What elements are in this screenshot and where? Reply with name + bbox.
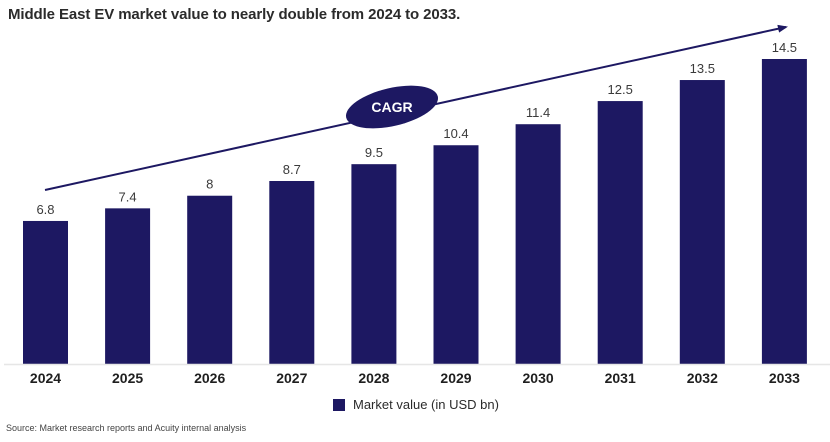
x-tick-2033: 2033 [769, 370, 800, 386]
data-label-2033: 14.5 [772, 40, 797, 55]
cagr-label: CAGR [371, 99, 412, 115]
cagr-ellipse [346, 85, 438, 129]
x-tick-2029: 2029 [440, 370, 471, 386]
bar-2024 [23, 220, 68, 364]
data-label-2032: 13.5 [690, 61, 715, 76]
bars-group [23, 59, 807, 364]
bar-2025 [105, 208, 151, 364]
x-tick-2028: 2028 [358, 370, 389, 386]
data-label-2031: 12.5 [608, 82, 633, 97]
bar-2031 [597, 101, 643, 364]
cagr-annotation: CAGR [44, 24, 788, 191]
data-label-2024: 6.8 [36, 202, 54, 217]
data-label-2028: 9.5 [365, 145, 383, 160]
bar-2033 [761, 59, 807, 364]
x-tick-labels-group: 2024 2025 2026 2027 2028 2029 2030 2031 2032 2033 [30, 370, 800, 386]
data-labels-group: 6.8 7.4 8 8.7 9.5 10.4 11.4 12.5 13.5 14.5 [36, 40, 797, 217]
x-tick-2026: 2026 [194, 370, 225, 386]
data-label-2027: 8.7 [283, 162, 301, 177]
legend-swatch [333, 398, 345, 411]
x-tick-2027: 2027 [276, 370, 307, 386]
x-tick-2032: 2032 [687, 370, 718, 386]
data-label-2030: 11.4 [526, 105, 550, 120]
data-label-2025: 7.4 [119, 189, 137, 204]
source-note: Source: Market research reports and Acui… [6, 423, 247, 433]
data-label-2026: 8 [206, 177, 213, 192]
bar-2028 [351, 164, 397, 364]
bar-2032 [679, 80, 725, 364]
bar-2027 [269, 181, 315, 364]
data-label-2029: 10.4 [443, 126, 468, 141]
bar-2029 [433, 145, 479, 364]
legend-label: Market value (in USD bn) [353, 397, 499, 412]
chart-title: Middle East EV market value to nearly do… [8, 6, 461, 23]
x-tick-2031: 2031 [605, 370, 636, 386]
x-tick-2025: 2025 [112, 370, 143, 386]
bar-2030 [515, 124, 561, 364]
x-tick-2024: 2024 [30, 370, 61, 386]
x-tick-2030: 2030 [523, 370, 554, 386]
legend: Market value (in USD bn) [333, 397, 499, 412]
bar-2026 [187, 195, 233, 364]
